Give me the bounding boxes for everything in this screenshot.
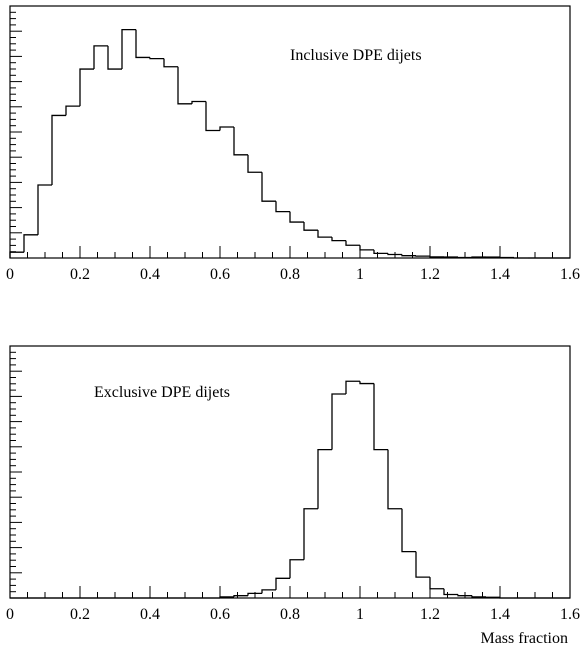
exclusive-dpe-panel: 0 0.2 0.4 0.6 0.8 1 1.2 1.4 1.6 Exclusive DPE di… [6, 345, 580, 647]
x-tick-label: 0.4 [140, 266, 160, 283]
histogram-bin [191, 100, 206, 104]
histogram-bin [275, 201, 290, 213]
annotation-inclusive-dpe-dijets: Inclusive DPE dijets [290, 47, 422, 64]
x-tick-label: 0.6 [210, 266, 230, 283]
x-tick-label: 0.2 [70, 266, 90, 283]
x-axis-ticks [9, 586, 571, 598]
y-axis-ticks [10, 345, 22, 599]
y-axis-ticks [10, 5, 22, 259]
x-tick-label: 1.4 [490, 266, 510, 283]
histogram-bin [121, 28, 136, 70]
histogram-bin [163, 58, 178, 68]
histogram-bin [317, 448, 332, 509]
histogram-bin [331, 237, 346, 242]
histogram-bin [79, 68, 94, 107]
x-tick-label: 1.4 [490, 606, 510, 623]
x-axis-label: Mass fraction [480, 630, 568, 647]
x-tick-label: 0 [6, 606, 14, 623]
histogram-bin [261, 589, 276, 594]
histogram-bin [359, 245, 374, 251]
x-tick-label: 0.8 [280, 266, 300, 283]
histogram-bin [65, 105, 80, 116]
histogram-bin [345, 240, 360, 246]
histogram-bin [135, 29, 150, 59]
histogram-bin [303, 222, 318, 231]
histogram-bin [331, 393, 346, 450]
annotation-exclusive-dpe-dijets: Exclusive DPE dijets [94, 384, 230, 401]
histogram-bin [177, 66, 192, 105]
x-tick-label: 1 [356, 266, 364, 283]
x-tick-label: 0.6 [210, 606, 230, 623]
histogram-bin [401, 508, 416, 553]
histogram-bin [345, 380, 360, 394]
histogram-bin [275, 577, 290, 590]
x-axis-ticks [9, 246, 571, 258]
histogram-bin [499, 597, 514, 599]
histogram-bin [9, 251, 24, 258]
histogram-bin [93, 45, 108, 70]
histogram-bin [415, 551, 430, 578]
x-tick-label: 1 [356, 606, 364, 623]
histogram-bin [205, 101, 220, 132]
histogram-bin [51, 114, 66, 185]
x-tick-label: 1.2 [420, 266, 440, 283]
histogram-bin [303, 508, 318, 560]
histogram-bin [233, 127, 248, 156]
histogram-bin [443, 588, 458, 596]
histogram-bin [373, 249, 388, 255]
histogram-bin [429, 256, 444, 258]
x-tick-label: 0.8 [280, 606, 300, 623]
histogram-bin [387, 253, 402, 256]
x-axis-tick-labels: 0 0.2 0.4 0.6 0.8 1 1.2 1.4 1.6 [6, 606, 580, 623]
x-tick-label: 1.6 [560, 266, 580, 283]
x-axis-tick-labels: 0 0.2 0.4 0.6 0.8 1 1.2 1.4 1.6 [6, 266, 580, 283]
histogram-bin [261, 172, 276, 202]
x-tick-label: 1.2 [420, 606, 440, 623]
histogram-bin [219, 126, 234, 131]
histogram-bin [387, 449, 402, 510]
x-tick-label: 0.4 [140, 606, 160, 623]
histogram-bin [23, 234, 38, 253]
histogram-bin [37, 184, 52, 235]
histogram-bin [457, 594, 472, 597]
histogram-bin [471, 595, 486, 598]
histogram-bin [359, 381, 374, 385]
inclusive-dpe-panel: 0 0.2 0.4 0.6 0.8 1 1.2 1.4 1.6 Inclusive DPE di… [6, 5, 580, 283]
histogram-bin [401, 254, 416, 257]
histogram-bin [373, 383, 388, 451]
x-tick-label: 1.6 [560, 606, 580, 623]
x-tick-label: 0 [6, 266, 14, 283]
histogram-bin [289, 559, 304, 579]
histogram-bin [317, 230, 332, 238]
histogram-bins [10, 380, 570, 599]
x-tick-label: 0.2 [70, 606, 90, 623]
histogram-bin [429, 577, 444, 590]
histogram-bin [289, 211, 304, 223]
histogram-bin [247, 154, 262, 173]
histogram-bin [247, 592, 262, 596]
histogram-bin [233, 595, 248, 597]
histogram-bin [149, 57, 164, 60]
histogram-bin [107, 45, 122, 70]
